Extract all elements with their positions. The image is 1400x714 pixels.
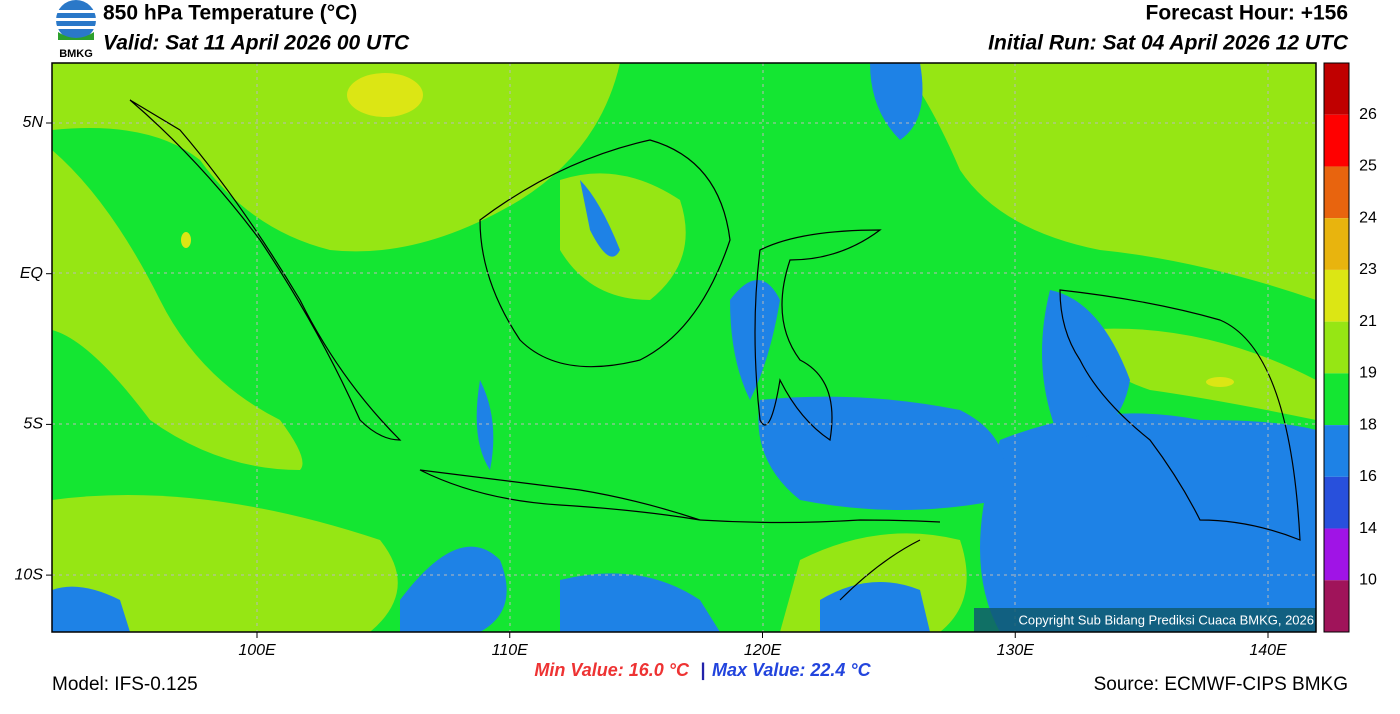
graticule xyxy=(52,63,1316,632)
max-value: Max Value: 22.4 °C xyxy=(712,660,872,680)
colorbar-swatch xyxy=(1324,373,1349,426)
copyright: Copyright Sub Bidang Prediksi Cuaca BMKG… xyxy=(1018,612,1314,627)
colorbar-swatch xyxy=(1324,321,1349,374)
colorbar-swatch xyxy=(1324,114,1349,167)
map-frame xyxy=(51,62,1317,633)
colorbar-swatch xyxy=(1324,425,1349,477)
colorbar-label: 19 xyxy=(1359,365,1377,382)
colorbar-swatch xyxy=(1324,476,1349,529)
lon-label: 110E xyxy=(492,642,529,659)
lat-label: 10S xyxy=(15,566,44,583)
lon-axis: 100E 110E 120E 130E 140E xyxy=(238,632,1287,659)
colorbar: 26 25 24 23 21 19 18 16 14 10 xyxy=(1323,62,1377,633)
lat-label: EQ xyxy=(20,265,43,282)
colorbar-frame xyxy=(1323,62,1350,633)
colorbar-label: 18 xyxy=(1359,416,1377,433)
valid-time: Valid: Sat 11 April 2026 00 UTC xyxy=(103,32,410,55)
lon-label: 130E xyxy=(997,642,1035,659)
lon-label: 100E xyxy=(238,642,276,659)
colorbar-label: 25 xyxy=(1359,158,1377,175)
colorbar-label: 24 xyxy=(1359,209,1377,226)
initial-run: Initial Run: Sat 04 April 2026 12 UTC xyxy=(988,32,1349,55)
colorbar-label: 21 xyxy=(1359,313,1377,330)
model: Model: IFS-0.125 xyxy=(52,674,198,695)
colorbar-label: 23 xyxy=(1359,261,1377,278)
forecast-hour: Forecast Hour: +156 xyxy=(1146,2,1349,25)
lon-label: 140E xyxy=(1249,642,1287,659)
logo: BMKG xyxy=(54,0,98,60)
logo-text: BMKG xyxy=(59,48,93,60)
colorbar-label: 26 xyxy=(1359,106,1377,123)
lat-label: 5S xyxy=(23,416,43,433)
separator: | xyxy=(700,660,705,680)
colorbar-label: 10 xyxy=(1359,571,1377,588)
colorbar-swatch xyxy=(1324,528,1349,581)
source: Source: ECMWF-CIPS BMKG xyxy=(1094,674,1348,695)
colorbar-swatch xyxy=(1324,166,1349,219)
colorbar-swatch xyxy=(1324,580,1349,632)
colorbar-label: 16 xyxy=(1359,468,1377,485)
colorbar-swatch xyxy=(1324,63,1349,115)
lon-label: 120E xyxy=(744,642,782,659)
colorbar-label: 14 xyxy=(1359,520,1377,537)
min-value: Min Value: 16.0 °C xyxy=(534,660,690,680)
temperature-field: Copyright Sub Bidang Prediksi Cuaca BMKG… xyxy=(52,63,1316,632)
lat-label: 5N xyxy=(23,114,44,131)
colorbar-swatch xyxy=(1324,269,1349,322)
title: 850 hPa Temperature (°C) xyxy=(103,2,357,25)
colorbar-swatch xyxy=(1324,218,1349,270)
lat-axis: 5N EQ 5S 10S xyxy=(15,114,52,583)
